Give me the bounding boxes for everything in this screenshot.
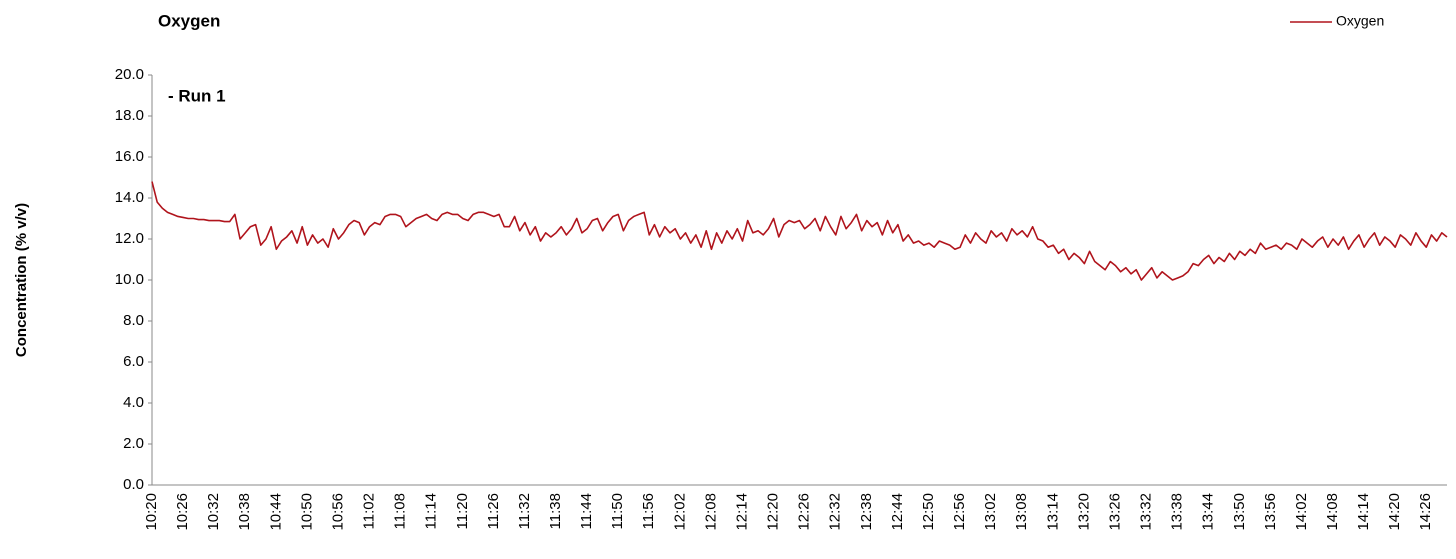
y-tick-label: 18.0 xyxy=(115,107,144,124)
y-tick-label: 12.0 xyxy=(115,230,144,247)
y-tick-label: 4.0 xyxy=(123,394,144,411)
y-tick-label: 6.0 xyxy=(123,353,144,370)
x-tick-label: 12:02 xyxy=(671,493,688,531)
x-tick-label: 13:26 xyxy=(1106,493,1123,531)
x-tick-label: 10:56 xyxy=(329,493,346,531)
x-tick-label: 11:44 xyxy=(578,493,595,529)
x-tick-label: 13:44 xyxy=(1200,493,1217,531)
y-tick-label: 8.0 xyxy=(123,312,144,329)
x-tick-label: 14:26 xyxy=(1417,493,1434,531)
x-tick-label: 10:26 xyxy=(174,493,191,531)
x-tick-label: 13:02 xyxy=(982,493,999,531)
chart-title: Oxygen xyxy=(158,11,220,30)
x-tick-label: 10:20 xyxy=(143,493,160,531)
x-tick-label: 13:50 xyxy=(1231,493,1248,531)
x-tick-label: 11:20 xyxy=(454,493,471,529)
x-tick-label: 13:14 xyxy=(1044,493,1061,531)
x-tick-label: 11:08 xyxy=(392,493,409,529)
x-tick-label: 12:08 xyxy=(702,493,719,531)
x-tick-label: 12:56 xyxy=(951,493,968,531)
x-tick-label: 13:08 xyxy=(1013,493,1030,531)
x-tick-label: 12:44 xyxy=(889,493,906,531)
x-tick-label: 12:20 xyxy=(765,493,782,531)
y-tick-label: 14.0 xyxy=(115,189,144,206)
x-tick-label: 11:26 xyxy=(485,493,502,529)
x-tick-label: 11:56 xyxy=(640,493,657,529)
x-tick-label: 11:38 xyxy=(547,493,564,529)
x-tick-label: 11:32 xyxy=(516,493,533,529)
y-tick-label: 16.0 xyxy=(115,148,144,165)
y-axis-label: Concentration (% v/v) xyxy=(13,203,30,357)
x-tick-label: 14:14 xyxy=(1355,493,1372,531)
x-tick-label: 12:26 xyxy=(796,493,813,531)
x-tick-label: 10:32 xyxy=(205,493,222,531)
x-tick-label: 12:14 xyxy=(733,493,750,531)
x-tick-label: 13:38 xyxy=(1169,493,1186,531)
x-tick-label: 14:08 xyxy=(1324,493,1341,531)
legend-label: Oxygen xyxy=(1336,13,1384,29)
x-tick-label: 10:50 xyxy=(298,493,315,531)
x-tick-label: 12:38 xyxy=(858,493,875,531)
x-tick-label: 13:20 xyxy=(1075,493,1092,531)
x-tick-label: 13:56 xyxy=(1262,493,1279,531)
y-tick-label: 2.0 xyxy=(123,435,144,452)
x-tick-label: 11:50 xyxy=(609,493,626,529)
x-tick-label: 14:20 xyxy=(1386,493,1403,531)
x-tick-label: 11:14 xyxy=(423,493,440,529)
y-tick-label: 10.0 xyxy=(115,271,144,288)
x-tick-label: 12:50 xyxy=(920,493,937,531)
data-line xyxy=(151,181,1448,281)
x-tick-label: 11:02 xyxy=(361,493,378,529)
x-tick-label: 12:32 xyxy=(827,493,844,531)
y-tick-label: 20.0 xyxy=(115,66,144,83)
x-tick-label: 13:32 xyxy=(1138,493,1155,531)
y-tick-label: 0.0 xyxy=(123,476,144,493)
x-tick-label: 10:38 xyxy=(236,493,253,531)
annotation: - Run 1 xyxy=(168,86,226,105)
x-tick-label: 14:02 xyxy=(1293,493,1310,531)
x-tick-label: 10:44 xyxy=(267,493,284,531)
